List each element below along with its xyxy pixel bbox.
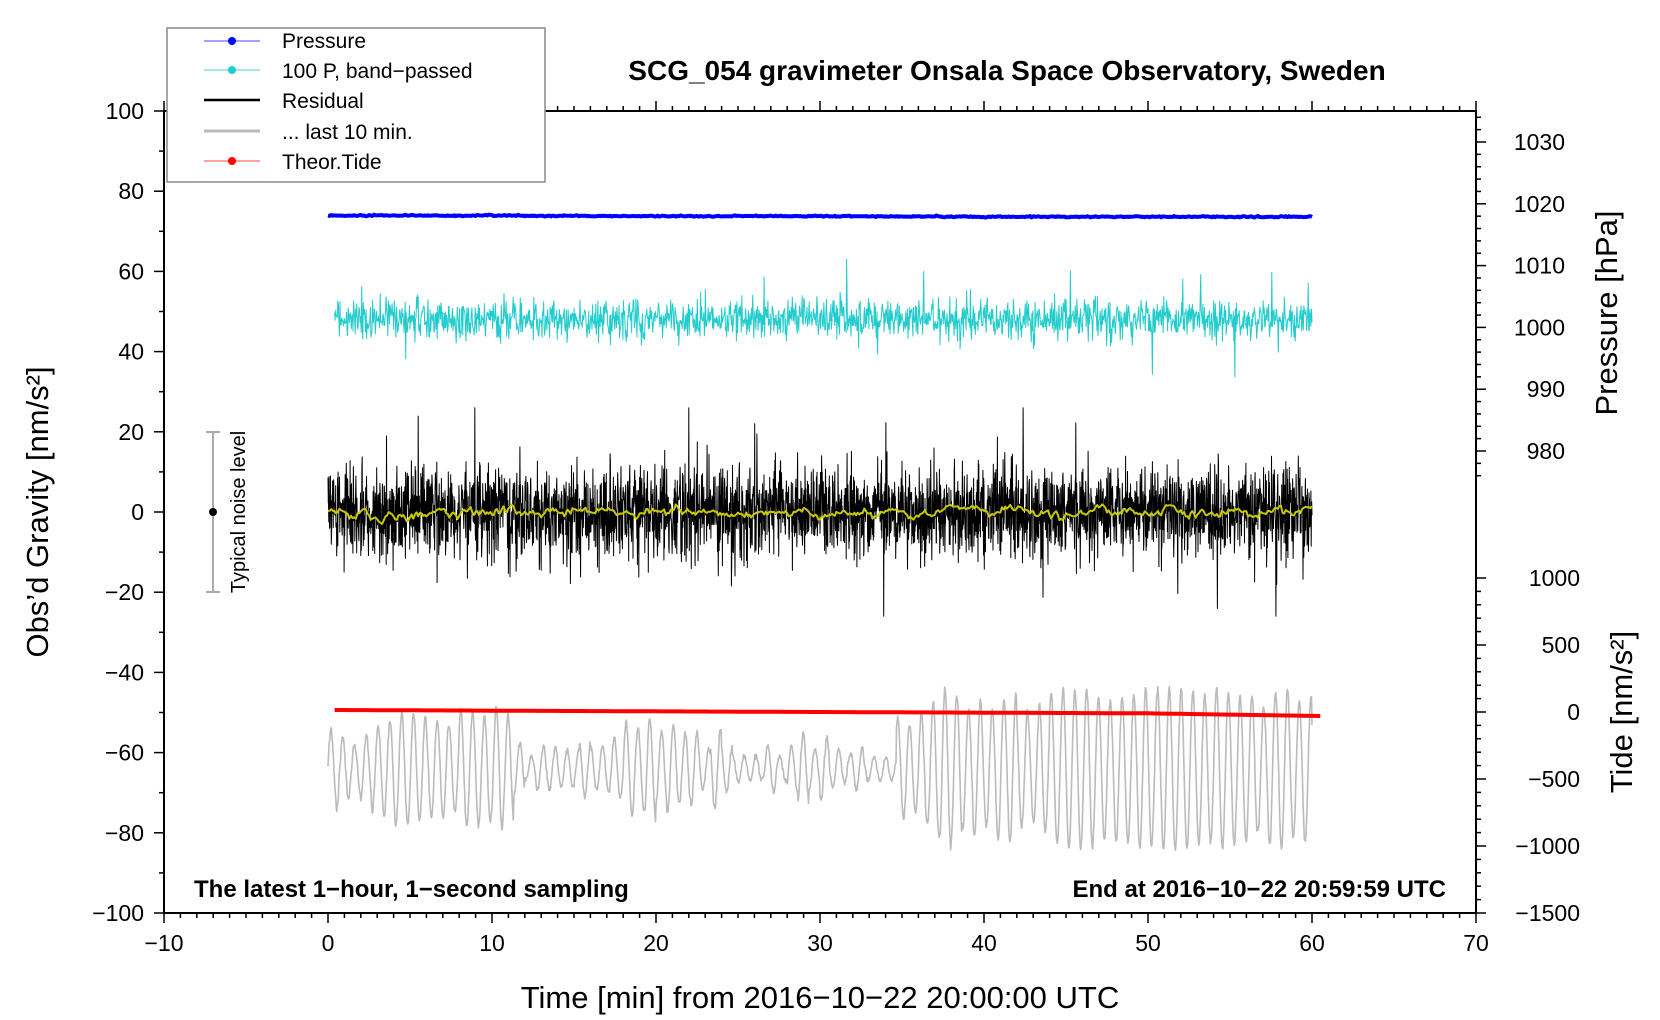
y-tick-label: 60 <box>118 258 144 284</box>
last-10-min-line <box>327 685 1313 852</box>
legend: Pressure 100 P, band−passed Residual ...… <box>166 27 546 183</box>
y-tick-label: −20 <box>105 579 144 605</box>
noise-label: Typical noise level <box>228 431 250 593</box>
end-time-note: End at 2016−10−22 20:59:59 UTC <box>1072 876 1446 903</box>
tide-tick-label: −1500 <box>1515 900 1580 926</box>
x-tick-label: 20 <box>643 930 669 956</box>
tide-tick-label: −1000 <box>1515 833 1580 859</box>
y-tick-label: −40 <box>105 659 144 685</box>
pressure-tick-label: 990 <box>1527 376 1565 402</box>
axis-ticks: −10 0 10 20 30 40 50 60 70100806040200−20−40−60−… <box>92 98 1580 956</box>
y-tick-label: 80 <box>118 178 144 204</box>
x-tick-label: 40 <box>971 930 997 956</box>
x-tick-label: −10 <box>144 930 183 956</box>
tide-axis-label: Tide [nm/s²] <box>1604 631 1639 794</box>
x-tick-label: 60 <box>1299 930 1325 956</box>
legend-item-theor-tide: Theor.Tide <box>204 151 382 174</box>
pressure-axis-label: Pressure [hPa] <box>1589 210 1624 415</box>
legend-label: Residual <box>282 90 364 113</box>
x-axis-label: Time [min] from 2016−10−22 20:00:00 UTC <box>521 980 1120 1015</box>
pressure-tick-label: 1000 <box>1514 314 1565 340</box>
pressure-tick-label: 1010 <box>1514 253 1565 279</box>
legend-item-residual: Residual <box>204 90 364 113</box>
x-tick-label: 70 <box>1463 930 1489 956</box>
legend-box <box>166 27 546 183</box>
pressure-line <box>327 212 1313 220</box>
noise-dot <box>209 508 217 516</box>
legend-item-pressure: Pressure <box>204 30 366 53</box>
x-tick-label: 10 <box>479 930 505 956</box>
sampling-note: The latest 1−hour, 1−second sampling <box>194 876 629 903</box>
tide-tick-label: 1000 <box>1529 565 1580 591</box>
pressure-tick-label: 1030 <box>1514 129 1565 155</box>
legend-item-band-passed: 100 P, band−passed <box>204 60 473 83</box>
legend-item-last-10-min: ... last 10 min. <box>204 121 413 144</box>
pressure-tick-label: 980 <box>1527 438 1565 464</box>
legend-label: 100 P, band−passed <box>282 60 473 83</box>
x-tick-label: 50 <box>1135 930 1161 956</box>
y-tick-label: 20 <box>118 419 144 445</box>
chart-title: SCG_054 gravimeter Onsala Space Observat… <box>628 55 1385 86</box>
tide-tick-label: −500 <box>1528 766 1580 792</box>
y-tick-label: 100 <box>106 98 144 124</box>
y-tick-label: −100 <box>92 900 144 926</box>
y-axis-label: Obs’d Gravity [nm/s²] <box>20 366 55 657</box>
y-tick-label: −60 <box>105 740 144 766</box>
series-group <box>327 212 1321 852</box>
legend-label: Theor.Tide <box>282 151 382 174</box>
theor-tide-line <box>334 708 1321 718</box>
x-tick-label: 30 <box>807 930 833 956</box>
residual-smoothed-line <box>327 503 1313 525</box>
pressure-tick-label: 1020 <box>1514 191 1565 217</box>
y-tick-label: −80 <box>105 820 144 846</box>
legend-label: ... last 10 min. <box>282 121 413 144</box>
y-tick-label: 40 <box>118 339 144 365</box>
noise-level-indicator: Typical noise level <box>206 431 250 593</box>
band-passed-pressure-line <box>334 258 1313 378</box>
legend-label: Pressure <box>282 30 366 53</box>
x-tick-label: 0 <box>322 930 335 956</box>
tide-tick-label: 500 <box>1542 632 1580 658</box>
y-tick-label: 0 <box>131 499 144 525</box>
tide-tick-label: 0 <box>1567 699 1580 725</box>
